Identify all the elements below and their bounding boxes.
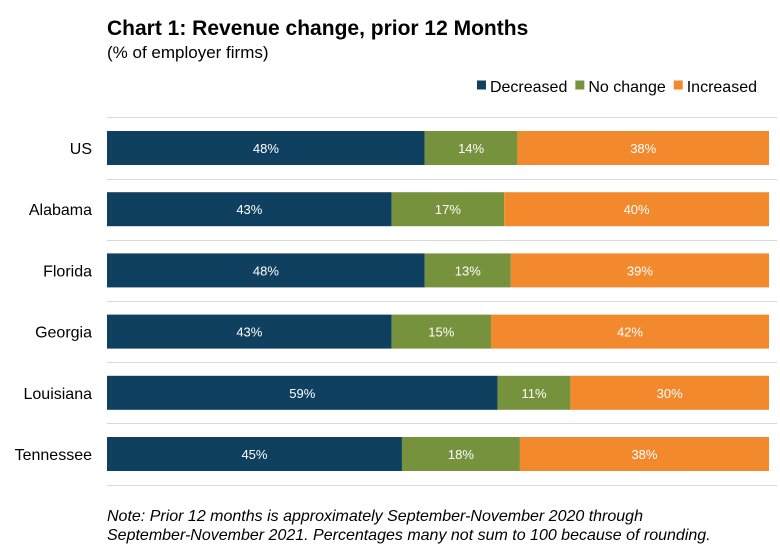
data-label-increased: 42%: [617, 325, 643, 340]
chart-note: Note: Prior 12 months is approximately S…: [107, 507, 711, 545]
bar-segment-no-change: [391, 192, 505, 227]
bar-segment-decreased: [107, 437, 402, 471]
category-label-tennessee: Tennessee: [15, 447, 92, 464]
legend-item-increased: Increased: [673, 79, 757, 96]
category-label-florida: Florida: [43, 263, 92, 280]
data-label-no-change: 17%: [435, 202, 461, 217]
bar-segment-increased: [519, 437, 769, 471]
bar-segment-increased: [504, 192, 769, 227]
legend-label-increased: Increased: [687, 79, 757, 96]
data-label-increased: 40%: [624, 202, 650, 217]
bar-segment-no-change: [497, 375, 571, 410]
category-label-alabama: Alabama: [29, 202, 92, 219]
data-label-decreased: 43%: [236, 202, 262, 217]
legend-item-decreased: Decreased: [476, 79, 567, 96]
data-label-decreased: 48%: [253, 141, 279, 156]
bar-segment-decreased: [107, 253, 425, 288]
note-line-2: September-November 2021. Percentages man…: [107, 527, 711, 544]
chart-legend: Decreased No change Increased: [476, 79, 757, 96]
bar-row-tennessee: 45% 18% 38%: [107, 437, 769, 471]
legend-label-decreased: Decreased: [490, 79, 567, 96]
chart-title: Chart 1: Revenue change, prior 12 Months: [107, 17, 529, 40]
bar-segment-increased: [517, 131, 769, 165]
category-label-georgia: Georgia: [35, 325, 92, 342]
bar-segment-decreased: [107, 192, 392, 227]
bar-segment-decreased: [107, 314, 392, 349]
legend-swatch-increased: [673, 80, 683, 90]
data-label-decreased: 43%: [236, 325, 262, 340]
chart-bars: 48% 14% 38% 43% 17% 40% 48% 13% 39% 43% 15% 42% 59% 1…: [107, 131, 769, 471]
data-label-no-change: 18%: [448, 447, 474, 462]
bar-segment-no-change: [391, 314, 491, 349]
chart-subtitle: (% of employer firms): [107, 43, 269, 62]
data-label-increased: 39%: [627, 263, 653, 278]
category-label-us: US: [70, 141, 92, 158]
data-label-no-change: 13%: [455, 263, 481, 278]
bar-segment-decreased: [107, 375, 498, 410]
bar-segment-no-change: [401, 437, 520, 471]
data-label-no-change: 15%: [428, 325, 454, 340]
data-label-increased: 38%: [630, 141, 656, 156]
bar-segment-increased: [490, 314, 769, 349]
bar-row-us: 48% 14% 38%: [107, 131, 769, 165]
data-label-increased: 38%: [631, 447, 657, 462]
data-label-decreased: 45%: [241, 447, 267, 462]
legend-item-no-change: No change: [575, 79, 666, 96]
bar-segment-decreased: [107, 131, 425, 165]
bar-segment-no-change: [424, 131, 518, 165]
bar-row-louisiana: 59% 11% 30%: [107, 375, 769, 410]
category-label-louisiana: Louisiana: [24, 386, 93, 403]
bar-row-alabama: 43% 17% 40%: [107, 192, 769, 227]
bar-segment-increased: [570, 375, 769, 410]
note-line-1: Note: Prior 12 months is approximately S…: [107, 508, 643, 525]
legend-label-no-change: No change: [588, 79, 665, 96]
bar-row-florida: 48% 13% 39%: [107, 253, 769, 288]
legend-swatch-decreased: [476, 80, 486, 90]
data-label-no-change: 11%: [521, 386, 546, 401]
bar-row-georgia: 43% 15% 42%: [107, 314, 769, 349]
data-label-decreased: 59%: [289, 386, 315, 401]
category-labels: US Alabama Florida Georgia Louisiana Tennesse…: [15, 141, 92, 464]
legend-swatch-no-change: [575, 80, 585, 90]
bar-segment-no-change: [424, 253, 511, 288]
data-label-decreased: 48%: [253, 263, 279, 278]
bar-segment-increased: [510, 253, 769, 288]
data-label-no-change: 14%: [458, 141, 484, 156]
data-label-increased: 30%: [657, 386, 683, 401]
chart-gridlines: [107, 117, 777, 486]
